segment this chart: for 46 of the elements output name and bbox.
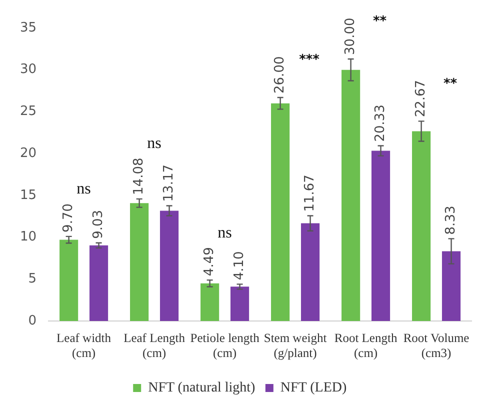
annotation: ** <box>372 14 387 30</box>
data-label: 9.70 <box>61 203 76 232</box>
data-label: 4.49 <box>202 247 218 276</box>
y-tick-label: 25 <box>20 104 37 120</box>
annotation: ns <box>218 224 232 242</box>
bar <box>160 210 179 321</box>
data-label: 14.08 <box>132 158 147 195</box>
legend-label: NFT (LED) <box>280 380 347 396</box>
bar <box>60 240 78 321</box>
y-tick-label: 15 <box>20 188 37 203</box>
bar <box>89 245 108 321</box>
x-tick-label: Leaf Length (cm) <box>124 330 186 360</box>
data-label: 13.17 <box>162 164 177 202</box>
y-tick-label: 0 <box>28 313 37 328</box>
bar <box>442 251 461 321</box>
data-label: 11.67 <box>302 174 318 212</box>
bar <box>271 103 290 321</box>
data-label: 22.67 <box>414 80 429 118</box>
y-tick-label: 10 <box>20 230 37 245</box>
data-label: 4.10 <box>232 251 248 280</box>
data-label: 8.33 <box>444 206 459 235</box>
bar <box>412 131 431 321</box>
y-tick-label: 30 <box>20 62 37 78</box>
x-tick-label: Root Volume (cm3) <box>403 330 470 360</box>
annotation: ns <box>76 180 91 198</box>
annotation: *** <box>299 52 320 68</box>
bar <box>230 286 250 321</box>
x-tick-label: Stem weight (g/plant) <box>264 330 328 360</box>
x-tick-label: Leaf width (cm) <box>56 330 112 360</box>
annotation: ns <box>147 134 162 152</box>
y-tick-label: 20 <box>20 146 37 161</box>
bar <box>342 70 360 321</box>
data-label: 26.00 <box>272 56 288 94</box>
data-label: 20.33 <box>373 104 388 142</box>
y-tick-label: 35 <box>20 20 37 36</box>
bar <box>300 223 320 321</box>
bar <box>371 150 390 321</box>
x-tick-label: Petiole length (cm) <box>190 330 260 360</box>
x-tick-label: Root Length (cm) <box>334 330 398 360</box>
annotation: ** <box>443 76 458 92</box>
bar <box>200 283 220 321</box>
y-tick-label: 5 <box>28 272 37 287</box>
data-label: 9.03 <box>91 210 106 239</box>
data-label: 30.00 <box>343 18 358 55</box>
bar <box>130 203 149 321</box>
legend-label: NFT (natural light) <box>148 380 256 396</box>
